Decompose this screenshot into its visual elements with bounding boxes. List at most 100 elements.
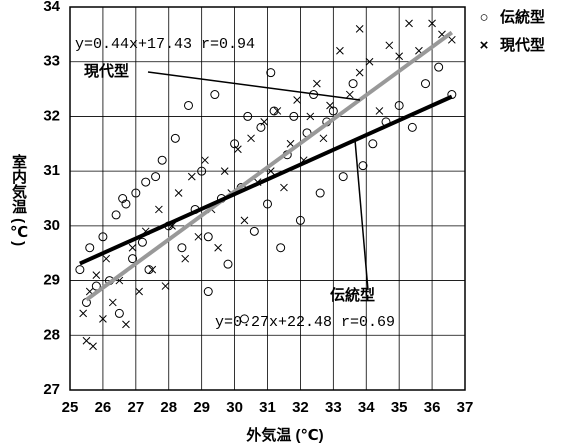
point bbox=[385, 41, 394, 50]
point bbox=[161, 282, 170, 290]
point bbox=[98, 232, 108, 242]
point bbox=[181, 254, 190, 263]
point bbox=[434, 62, 444, 72]
x-tick-label: 25 bbox=[62, 399, 79, 416]
legend-marker: ○ bbox=[479, 9, 488, 26]
point bbox=[177, 243, 187, 253]
point bbox=[306, 112, 315, 121]
point bbox=[336, 46, 344, 55]
point bbox=[407, 122, 417, 132]
y-tick-label: 27 bbox=[43, 381, 60, 398]
point bbox=[210, 90, 220, 100]
point bbox=[358, 161, 368, 171]
point bbox=[276, 243, 286, 253]
point bbox=[85, 243, 95, 253]
point bbox=[131, 188, 141, 198]
point bbox=[286, 139, 295, 148]
point bbox=[151, 172, 161, 182]
trend-line bbox=[85, 30, 454, 302]
point bbox=[289, 111, 299, 121]
x-tick-label: 32 bbox=[292, 399, 309, 416]
point bbox=[421, 79, 430, 89]
point bbox=[184, 100, 193, 110]
point bbox=[194, 232, 203, 241]
annotation: 現代型 bbox=[84, 62, 129, 80]
point bbox=[121, 199, 131, 209]
point bbox=[108, 298, 117, 307]
point bbox=[174, 189, 183, 197]
point bbox=[89, 342, 97, 351]
point bbox=[280, 183, 288, 192]
point bbox=[269, 106, 279, 116]
point bbox=[157, 155, 167, 165]
trend-lines bbox=[79, 30, 454, 302]
point bbox=[249, 226, 259, 236]
point bbox=[256, 122, 266, 132]
point bbox=[260, 118, 269, 126]
point bbox=[338, 172, 348, 182]
point bbox=[92, 271, 101, 279]
point bbox=[141, 177, 151, 187]
x-tick-label: 30 bbox=[226, 399, 243, 416]
y-tick-label: 31 bbox=[43, 162, 60, 179]
x-axis-label: 外気温 (℃) bbox=[245, 426, 323, 444]
point bbox=[328, 106, 338, 116]
point bbox=[295, 215, 305, 225]
point bbox=[111, 210, 121, 220]
legend-label: 現代型 bbox=[500, 36, 545, 54]
point bbox=[348, 79, 358, 89]
point bbox=[201, 156, 209, 165]
x-tick-label: 37 bbox=[457, 399, 474, 416]
point bbox=[118, 194, 128, 203]
point bbox=[240, 216, 249, 225]
annotation: 伝統型 bbox=[330, 286, 375, 304]
x-tick-label: 33 bbox=[325, 399, 342, 416]
y-tick-label: 30 bbox=[43, 217, 60, 234]
point bbox=[128, 254, 138, 264]
point bbox=[230, 139, 240, 149]
point bbox=[203, 232, 213, 242]
point bbox=[447, 35, 456, 44]
point bbox=[293, 96, 301, 104]
point bbox=[135, 287, 143, 296]
point bbox=[263, 199, 272, 209]
point bbox=[79, 309, 88, 318]
point bbox=[128, 243, 137, 252]
trend-line bbox=[79, 94, 453, 266]
leader-line bbox=[147, 71, 361, 101]
y-tick-label: 32 bbox=[43, 107, 60, 124]
point bbox=[368, 139, 378, 149]
point bbox=[239, 314, 249, 324]
y-tick-label: 29 bbox=[43, 272, 60, 289]
point bbox=[114, 308, 124, 318]
plot-frame bbox=[69, 6, 466, 391]
x-tick-label: 26 bbox=[95, 399, 112, 416]
point bbox=[214, 243, 222, 252]
point bbox=[170, 133, 180, 143]
y-axis-label: 室内気温 (℃) bbox=[10, 153, 27, 246]
point bbox=[144, 265, 154, 275]
point bbox=[82, 336, 91, 345]
point bbox=[428, 19, 436, 28]
point bbox=[122, 320, 130, 329]
x-tick-label: 29 bbox=[193, 399, 210, 416]
point bbox=[313, 79, 321, 88]
point bbox=[243, 111, 253, 121]
point bbox=[365, 57, 374, 66]
point bbox=[197, 166, 207, 176]
y-tick-label: 33 bbox=[43, 53, 60, 70]
point bbox=[355, 25, 364, 33]
x-tick-label: 31 bbox=[259, 399, 276, 416]
point bbox=[155, 205, 163, 214]
point bbox=[394, 100, 404, 110]
x-tick-label: 28 bbox=[160, 399, 177, 416]
point bbox=[75, 265, 85, 275]
x-tick-label: 27 bbox=[127, 399, 144, 416]
y-tick-label: 34 bbox=[43, 0, 60, 15]
point bbox=[203, 287, 213, 297]
point bbox=[99, 315, 107, 323]
point bbox=[148, 265, 157, 274]
x-tick-label: 36 bbox=[424, 399, 441, 416]
point bbox=[187, 172, 196, 181]
